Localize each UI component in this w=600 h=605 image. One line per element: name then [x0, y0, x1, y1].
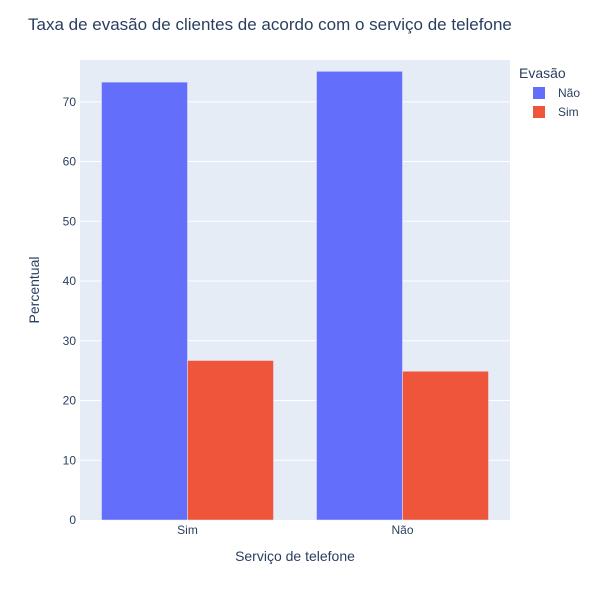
y-axis-label: Percentual [26, 257, 42, 324]
legend-item-Sim[interactable]: Sim [533, 105, 579, 119]
y-tick-label: 10 [63, 453, 77, 467]
bar-Não-Não [316, 71, 403, 521]
legend-items: Não Sim [533, 86, 580, 119]
y-tick-label: 40 [63, 274, 77, 288]
x-axis-label: Serviço de telefone [235, 548, 355, 564]
legend-swatch [533, 87, 545, 99]
bar-Sim-Não [402, 370, 489, 521]
bar-Sim-Sim [187, 360, 274, 521]
legend-label: Sim [558, 105, 579, 119]
chart-title: Taxa de evasão de clientes de acordo com… [28, 15, 512, 34]
x-tick-label: Não [391, 523, 413, 537]
y-tick-label: 30 [63, 334, 77, 348]
bar-Não-Sim [101, 81, 188, 521]
legend-swatch [533, 106, 545, 118]
bars [101, 71, 489, 521]
y-tick-labels: 0 10 20 30 40 50 60 70 [63, 95, 77, 527]
x-tick-label: Sim [177, 523, 198, 537]
legend-label: Não [558, 86, 580, 100]
y-tick-label: 0 [69, 513, 76, 527]
y-tick-label: 20 [63, 394, 77, 408]
y-tick-label: 70 [63, 95, 77, 109]
y-tick-label: 50 [63, 214, 77, 228]
legend-title: Evasão [519, 65, 566, 81]
legend: Evasão Não Sim [519, 65, 580, 119]
y-tick-label: 60 [63, 155, 77, 169]
x-tick-labels: Sim Não [177, 523, 414, 537]
legend-item-Não[interactable]: Não [533, 86, 580, 100]
